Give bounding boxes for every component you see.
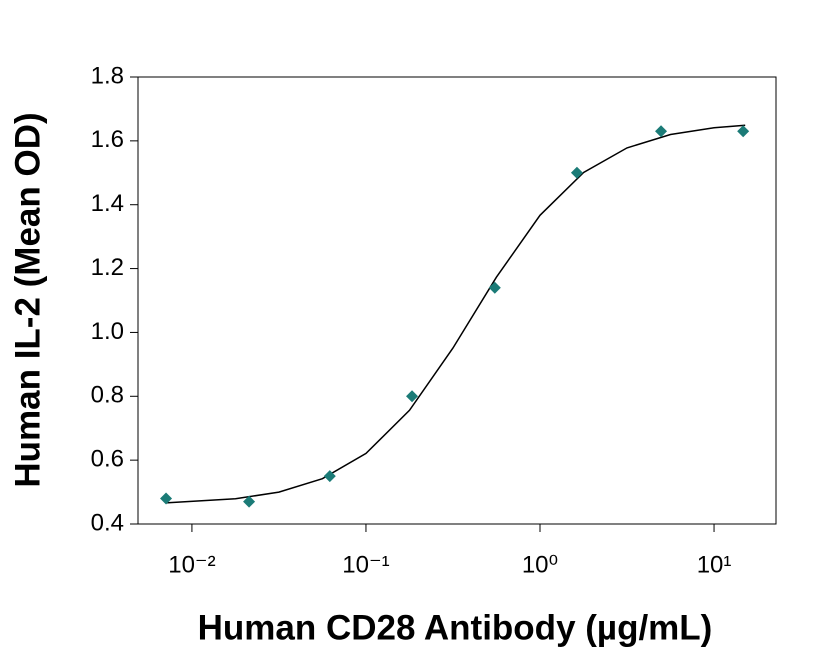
- x-tick-label: 10⁻¹: [342, 551, 389, 578]
- data-point: [737, 125, 750, 138]
- plot-frame: [137, 76, 777, 525]
- y-tick-label: 0.6: [91, 445, 124, 472]
- x-tick-label: 10⁻²: [168, 551, 215, 578]
- data-point: [323, 470, 336, 483]
- x-axis-title: Human CD28 Antibody (µg/mL): [198, 608, 713, 647]
- fit-curve: [165, 124, 746, 504]
- y-tick-label: 1.8: [91, 62, 124, 89]
- x-tick-label: 10¹: [697, 551, 732, 578]
- data-point: [488, 281, 501, 294]
- y-tick-label: 0.4: [91, 509, 124, 536]
- data-point: [243, 495, 256, 508]
- y-tick-label: 0.8: [91, 382, 124, 409]
- y-tick-label: 1.6: [91, 126, 124, 153]
- y-tick-label: 1.0: [91, 318, 124, 345]
- y-axis-title: Human IL-2 (Mean OD): [8, 112, 47, 487]
- y-tick-label: 1.4: [91, 190, 124, 217]
- data-point: [406, 390, 419, 403]
- x-tick-label: 10⁰: [522, 551, 558, 578]
- data-point: [160, 492, 173, 505]
- data-point: [570, 166, 583, 179]
- y-tick-label: 1.2: [91, 254, 124, 281]
- data-point: [655, 125, 668, 138]
